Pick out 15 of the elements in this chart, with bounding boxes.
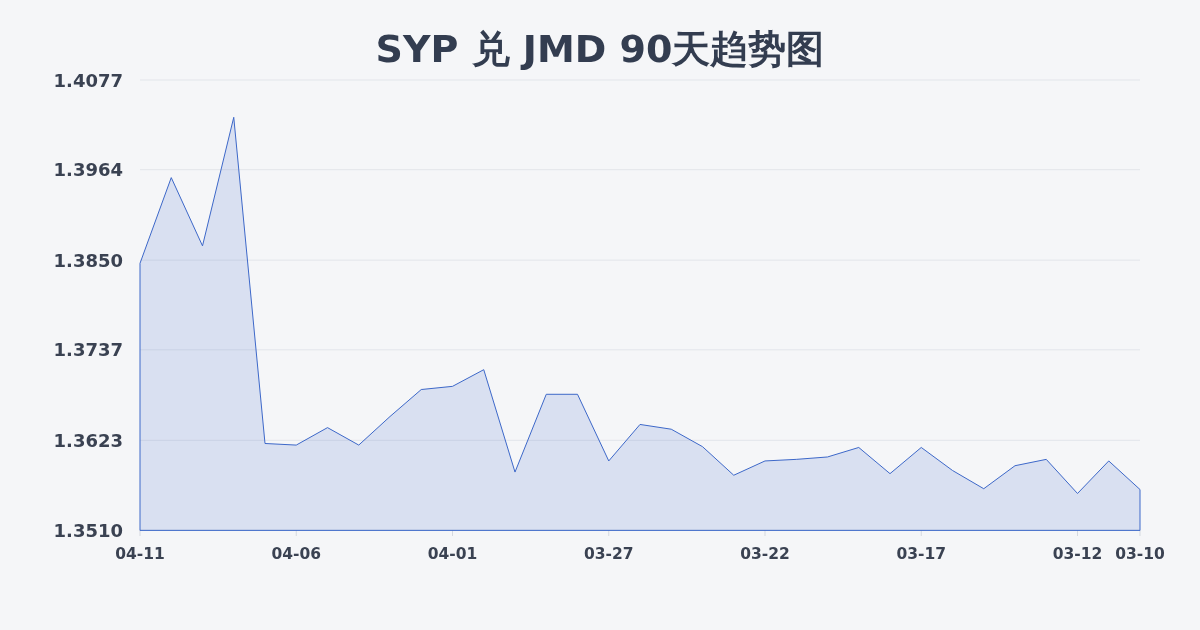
y-tick-label: 1.3737 (53, 339, 123, 361)
chart-title: SYP 兑 JMD 90天趋势图 (375, 27, 825, 71)
y-tick-label: 1.3623 (53, 429, 123, 451)
x-tick-label: 04-11 (115, 545, 165, 563)
x-tick-label: 04-06 (271, 545, 322, 563)
y-tick-label: 1.3850 (53, 249, 123, 271)
y-tick-label: 1.3510 (53, 519, 123, 541)
x-tick-label: 03-12 (1052, 545, 1103, 563)
y-tick-label: 1.4077 (53, 69, 123, 91)
x-tick-label: 03-27 (583, 545, 634, 563)
x-tick-label: 03-17 (896, 545, 947, 563)
y-tick-label: 1.3964 (53, 159, 123, 181)
x-tick-label: 04-01 (427, 545, 478, 563)
x-tick-label: 03-10 (1115, 545, 1165, 563)
x-tick-label: 03-22 (740, 545, 790, 563)
